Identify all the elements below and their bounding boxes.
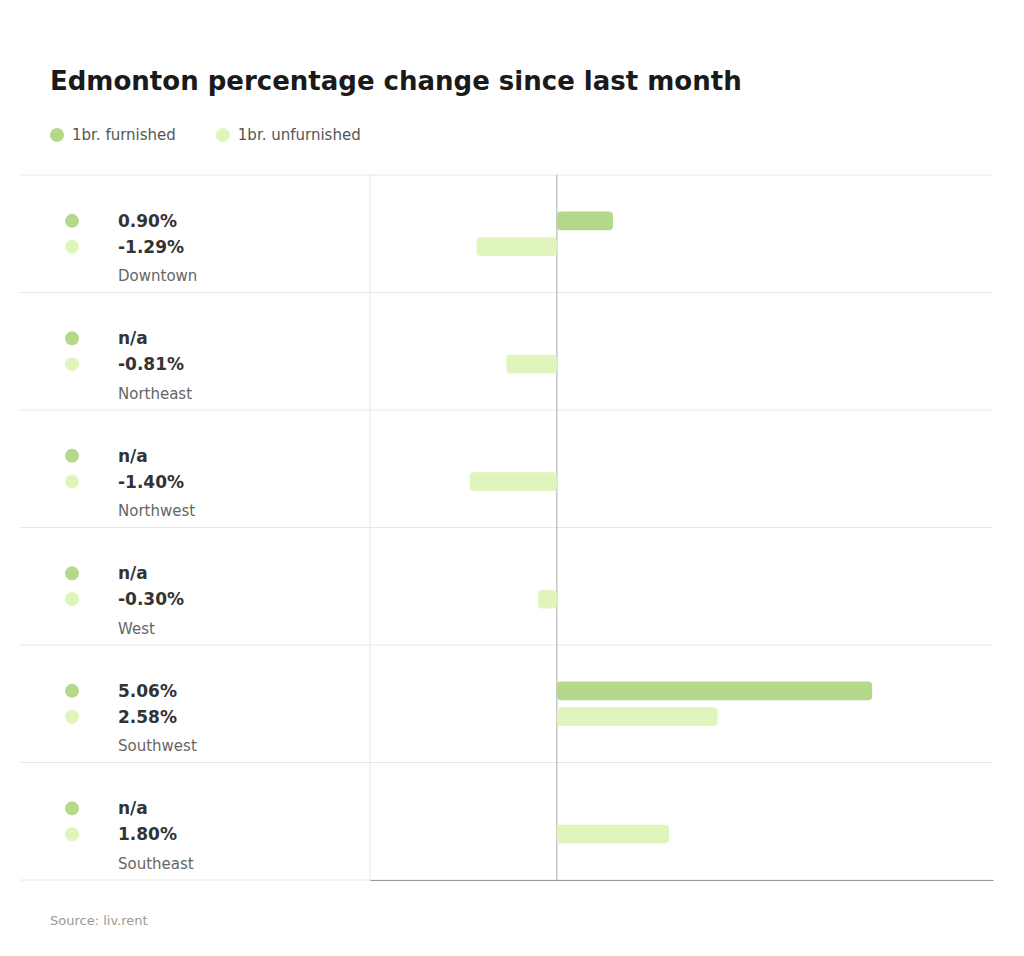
legend-item: 1br. furnished (50, 126, 176, 144)
bar-series (557, 211, 872, 700)
x-axis (371, 880, 994, 881)
row-divider (20, 527, 993, 528)
row-divider (20, 762, 993, 763)
legend-item: 1br. unfurnished (216, 126, 361, 144)
bar (477, 237, 557, 256)
panel-divider (370, 175, 371, 880)
row-divider (20, 880, 993, 881)
category-label: Northeast (118, 385, 192, 403)
label-dot (65, 475, 79, 489)
bar (538, 590, 557, 609)
label-dot (65, 710, 79, 724)
bar (557, 681, 872, 700)
label-dot (65, 449, 79, 463)
label-dot (65, 357, 79, 371)
data-label: 1.80% (118, 824, 177, 844)
label-dot (65, 592, 79, 606)
title: Edmonton percentage change since last mo… (50, 66, 742, 96)
label-dot (65, 684, 79, 698)
bar (470, 472, 557, 491)
category-label: Southeast (118, 855, 194, 873)
row-dividers (20, 175, 993, 880)
row-divider (20, 292, 993, 293)
row-divider (20, 410, 993, 411)
category-label: West (118, 620, 155, 638)
label-dot (65, 801, 79, 815)
data-label: 2.58% (118, 707, 177, 727)
label-dot (65, 214, 79, 228)
chart-svg: Edmonton percentage change since last mo… (0, 0, 1024, 956)
data-label: 5.06% (118, 681, 177, 701)
data-label: -0.81% (118, 354, 184, 374)
data-label: n/a (118, 798, 148, 818)
zero-line (556, 175, 557, 880)
data-label: -1.40% (118, 472, 184, 492)
bar (557, 211, 613, 230)
left-panel: 0.90% -1.29% Downtown n/a -0.81% Northeast n/a… (65, 211, 197, 873)
legend: 1br. furnished 1br. unfurnished (50, 126, 361, 144)
plot-area (470, 175, 872, 880)
legend-swatch (50, 128, 64, 142)
annotation: Source: liv.rent (50, 913, 148, 928)
row-divider (20, 645, 993, 646)
legend-label: 1br. unfurnished (238, 126, 361, 144)
data-label: n/a (118, 446, 148, 466)
data-label: -0.30% (118, 589, 184, 609)
data-label: n/a (118, 563, 148, 583)
legend-swatch (216, 128, 230, 142)
category-label: Downtown (118, 267, 197, 285)
label-dot (65, 827, 79, 841)
category-label: Southwest (118, 737, 197, 755)
label-dot (65, 331, 79, 345)
row-divider (20, 175, 993, 176)
bar-series (470, 237, 718, 843)
label-dot (65, 240, 79, 254)
data-label: n/a (118, 328, 148, 348)
category-label: Northwest (118, 502, 195, 520)
x-axis-line (371, 880, 994, 881)
bar (557, 825, 669, 844)
bar (557, 707, 718, 726)
label-dot (65, 566, 79, 580)
bar (506, 355, 556, 374)
data-label: 0.90% (118, 211, 177, 231)
legend-label: 1br. furnished (72, 126, 176, 144)
data-label: -1.29% (118, 237, 184, 257)
